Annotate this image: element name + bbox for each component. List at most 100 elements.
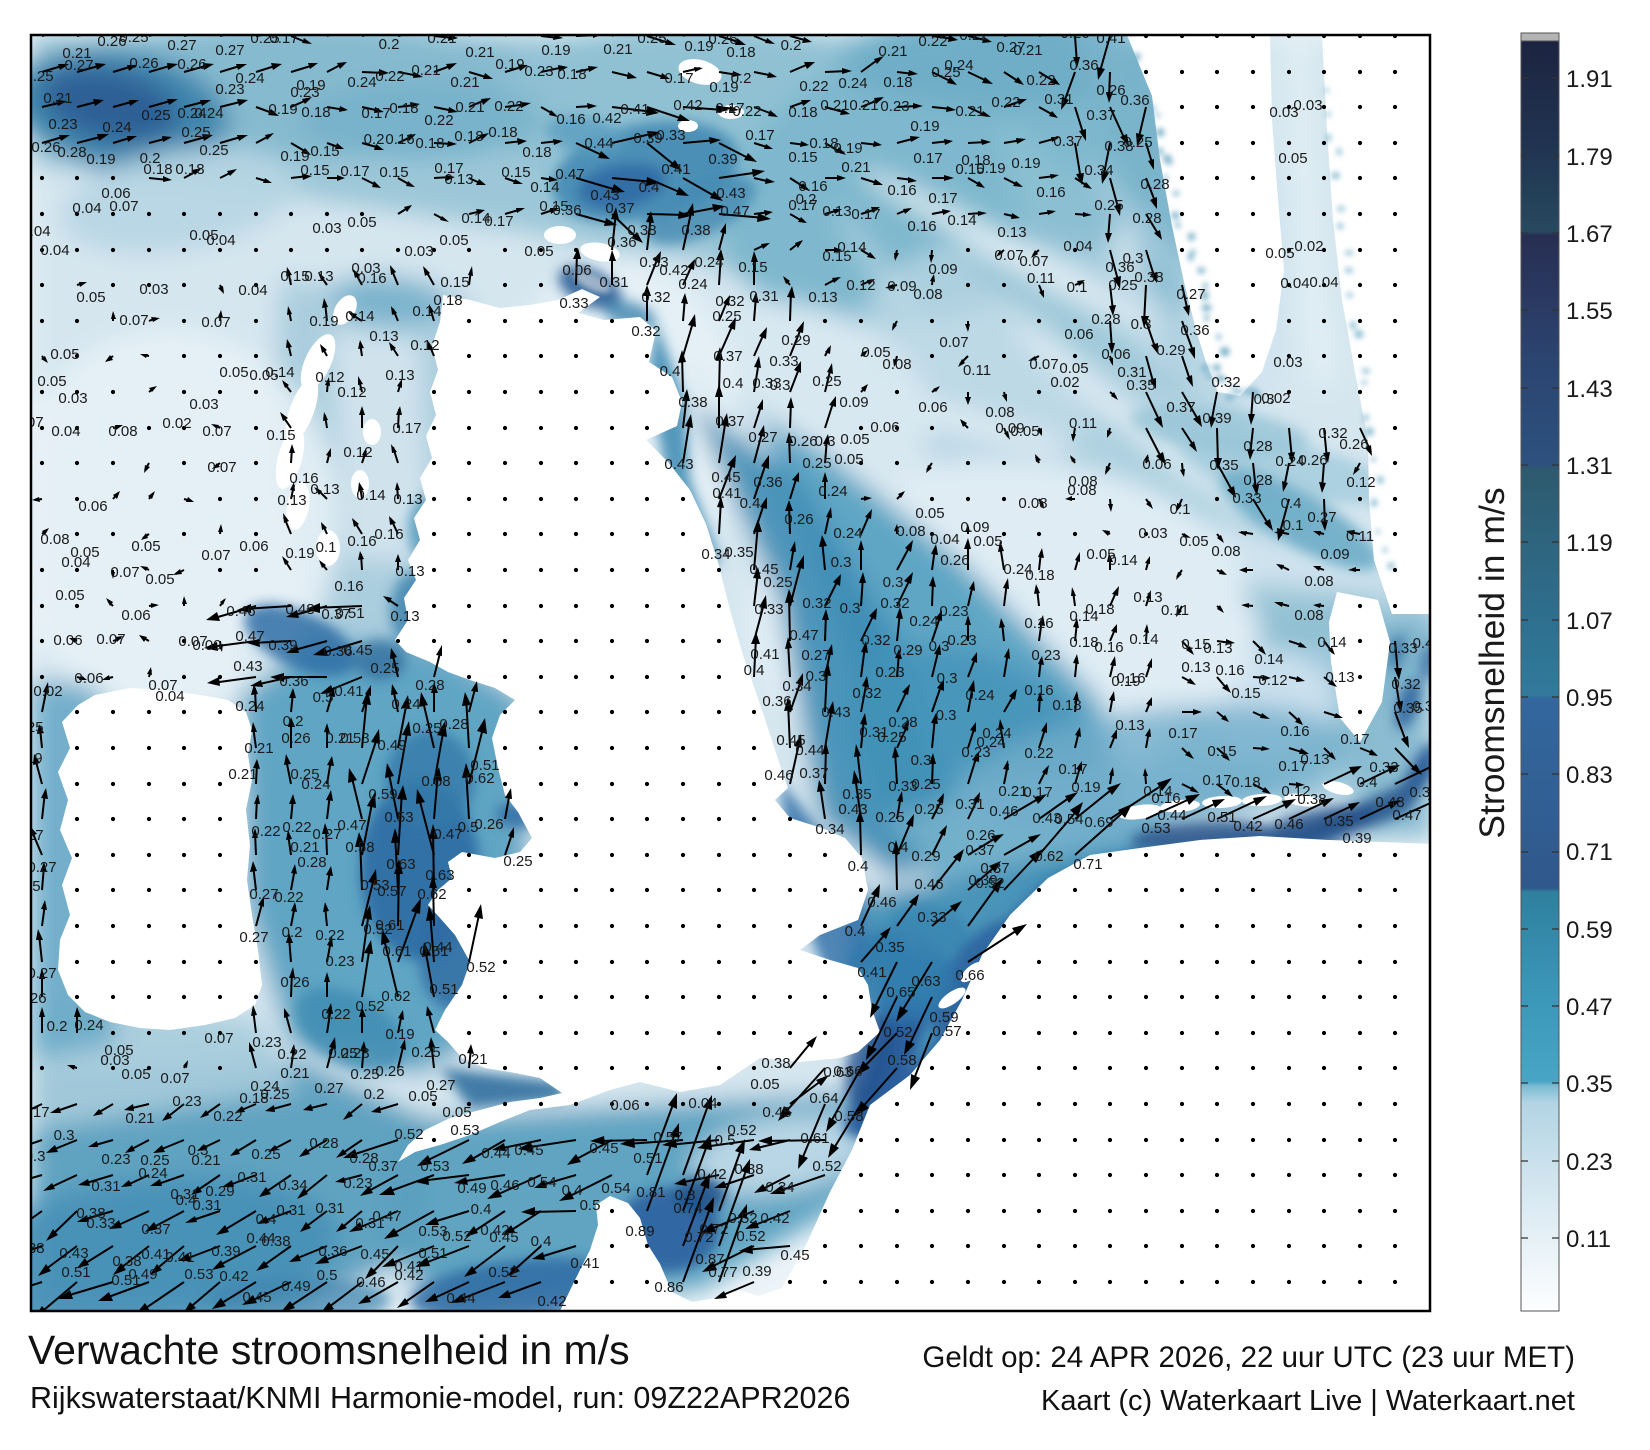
svg-text:0.18: 0.18 bbox=[557, 66, 586, 83]
svg-text:0.26: 0.26 bbox=[17, 990, 46, 1007]
svg-text:0.63: 0.63 bbox=[386, 856, 415, 873]
svg-text:0.19: 0.19 bbox=[268, 101, 297, 118]
svg-text:0.49: 0.49 bbox=[128, 1266, 157, 1283]
svg-text:0.3: 0.3 bbox=[770, 377, 791, 394]
svg-text:0.24: 0.24 bbox=[391, 696, 420, 713]
svg-text:0.61: 0.61 bbox=[375, 917, 404, 934]
svg-text:0.26: 0.26 bbox=[940, 552, 969, 569]
svg-text:0.04: 0.04 bbox=[61, 554, 90, 571]
svg-text:0.27: 0.27 bbox=[1307, 509, 1336, 526]
svg-text:0.21: 0.21 bbox=[411, 62, 440, 79]
svg-text:Geldt op: 24 APR 2026, 22 uur: Geldt op: 24 APR 2026, 22 uur UTC (23 uu… bbox=[922, 1341, 1575, 1374]
svg-text:0.52: 0.52 bbox=[883, 1024, 912, 1041]
svg-text:0.21: 0.21 bbox=[841, 159, 870, 176]
svg-text:0.12: 0.12 bbox=[1281, 783, 1310, 800]
svg-text:0.44: 0.44 bbox=[446, 1290, 475, 1307]
svg-text:0.38: 0.38 bbox=[678, 394, 707, 411]
svg-text:0.21: 0.21 bbox=[1013, 42, 1042, 59]
svg-text:0.05: 0.05 bbox=[1265, 245, 1294, 262]
svg-text:0.07: 0.07 bbox=[204, 1030, 233, 1047]
svg-text:0.44: 0.44 bbox=[584, 135, 613, 152]
svg-text:0.66: 0.66 bbox=[833, 1063, 862, 1080]
svg-text:0.06: 0.06 bbox=[1142, 456, 1171, 473]
svg-text:0.09: 0.09 bbox=[192, 637, 221, 654]
svg-text:0.19: 0.19 bbox=[309, 313, 338, 330]
svg-text:0.24: 0.24 bbox=[555, 23, 584, 40]
svg-text:0.13: 0.13 bbox=[1203, 640, 1232, 657]
svg-text:0.37: 0.37 bbox=[799, 765, 828, 782]
svg-text:0.12: 0.12 bbox=[343, 444, 372, 461]
svg-text:0.05: 0.05 bbox=[1179, 533, 1208, 550]
svg-text:0.22: 0.22 bbox=[959, 27, 988, 44]
svg-text:0.03: 0.03 bbox=[189, 396, 218, 413]
svg-text:0.18: 0.18 bbox=[143, 161, 172, 178]
svg-text:0.19: 0.19 bbox=[296, 77, 325, 94]
svg-text:0.22: 0.22 bbox=[494, 98, 523, 115]
svg-text:0.49: 0.49 bbox=[377, 737, 406, 754]
svg-text:0.39: 0.39 bbox=[1342, 830, 1371, 847]
svg-text:Stroomsnelheid in m/s: Stroomsnelheid in m/s bbox=[1472, 487, 1512, 838]
svg-text:0.05: 0.05 bbox=[189, 227, 218, 244]
svg-text:0.37: 0.37 bbox=[605, 200, 634, 217]
svg-text:0.18: 0.18 bbox=[788, 104, 817, 121]
svg-text:0.06: 0.06 bbox=[53, 632, 82, 649]
svg-text:0.17: 0.17 bbox=[434, 160, 463, 177]
svg-text:0.4: 0.4 bbox=[744, 662, 765, 679]
svg-text:0.25: 0.25 bbox=[503, 853, 532, 870]
svg-text:0.14: 0.14 bbox=[947, 212, 976, 229]
svg-text:0.05: 0.05 bbox=[55, 587, 84, 604]
svg-text:0.38: 0.38 bbox=[1297, 791, 1326, 808]
svg-text:0.09: 0.09 bbox=[1320, 546, 1349, 563]
svg-text:0.07: 0.07 bbox=[109, 198, 138, 215]
svg-text:0.18: 0.18 bbox=[433, 292, 462, 309]
svg-text:0.18: 0.18 bbox=[175, 161, 204, 178]
svg-text:0.05: 0.05 bbox=[861, 344, 890, 361]
svg-text:0.16: 0.16 bbox=[1116, 670, 1145, 687]
svg-text:0.25: 0.25 bbox=[350, 1066, 379, 1083]
svg-text:0.28: 0.28 bbox=[309, 1135, 338, 1152]
svg-text:0.25: 0.25 bbox=[250, 30, 279, 47]
svg-text:0.13: 0.13 bbox=[822, 203, 851, 220]
svg-text:0.62: 0.62 bbox=[417, 886, 446, 903]
svg-text:0.37: 0.37 bbox=[965, 842, 994, 859]
svg-text:0.47: 0.47 bbox=[235, 628, 264, 645]
svg-text:0.22: 0.22 bbox=[315, 927, 344, 944]
svg-text:0.37: 0.37 bbox=[321, 606, 350, 623]
svg-text:0.3: 0.3 bbox=[1131, 316, 1152, 333]
svg-text:0.22: 0.22 bbox=[321, 1006, 350, 1023]
svg-text:0.14: 0.14 bbox=[530, 179, 559, 196]
svg-text:0.52: 0.52 bbox=[728, 1210, 757, 1227]
svg-text:0.05: 0.05 bbox=[104, 1042, 133, 1059]
svg-text:0.23: 0.23 bbox=[340, 1045, 369, 1062]
svg-text:0.52: 0.52 bbox=[727, 1122, 756, 1139]
svg-text:0.23: 0.23 bbox=[48, 116, 77, 133]
svg-text:0.06: 0.06 bbox=[562, 262, 591, 279]
svg-text:0.37: 0.37 bbox=[1086, 107, 1115, 124]
svg-text:0.27: 0.27 bbox=[801, 647, 830, 664]
svg-text:0.21: 0.21 bbox=[191, 1152, 220, 1169]
svg-text:0.16: 0.16 bbox=[1024, 615, 1053, 632]
svg-text:0.36: 0.36 bbox=[1120, 92, 1149, 109]
svg-text:0.26: 0.26 bbox=[474, 816, 503, 833]
svg-text:0.62: 0.62 bbox=[1034, 848, 1063, 865]
svg-text:0.17: 0.17 bbox=[1278, 758, 1307, 775]
svg-text:0.52: 0.52 bbox=[736, 1228, 765, 1245]
svg-text:0.24: 0.24 bbox=[250, 1078, 279, 1095]
svg-text:0.42: 0.42 bbox=[219, 1268, 248, 1285]
svg-text:0.05: 0.05 bbox=[840, 431, 869, 448]
svg-text:0.31: 0.31 bbox=[355, 1215, 384, 1232]
svg-text:0.08: 0.08 bbox=[1068, 473, 1097, 490]
svg-text:0.59: 0.59 bbox=[929, 1009, 958, 1026]
svg-text:0.18: 0.18 bbox=[389, 100, 418, 117]
svg-text:0.05: 0.05 bbox=[1010, 423, 1039, 440]
svg-text:0.3: 0.3 bbox=[831, 554, 852, 571]
svg-text:0.44: 0.44 bbox=[481, 1145, 510, 1162]
svg-text:0.25: 0.25 bbox=[370, 660, 399, 677]
svg-text:0.05: 0.05 bbox=[249, 367, 278, 384]
svg-text:0.43: 0.43 bbox=[821, 704, 850, 721]
svg-text:0.39: 0.39 bbox=[633, 130, 662, 147]
svg-text:0.2: 0.2 bbox=[47, 1018, 68, 1035]
svg-text:0.42: 0.42 bbox=[673, 97, 702, 114]
svg-text:0.15: 0.15 bbox=[788, 149, 817, 166]
svg-text:0.4: 0.4 bbox=[888, 839, 909, 856]
